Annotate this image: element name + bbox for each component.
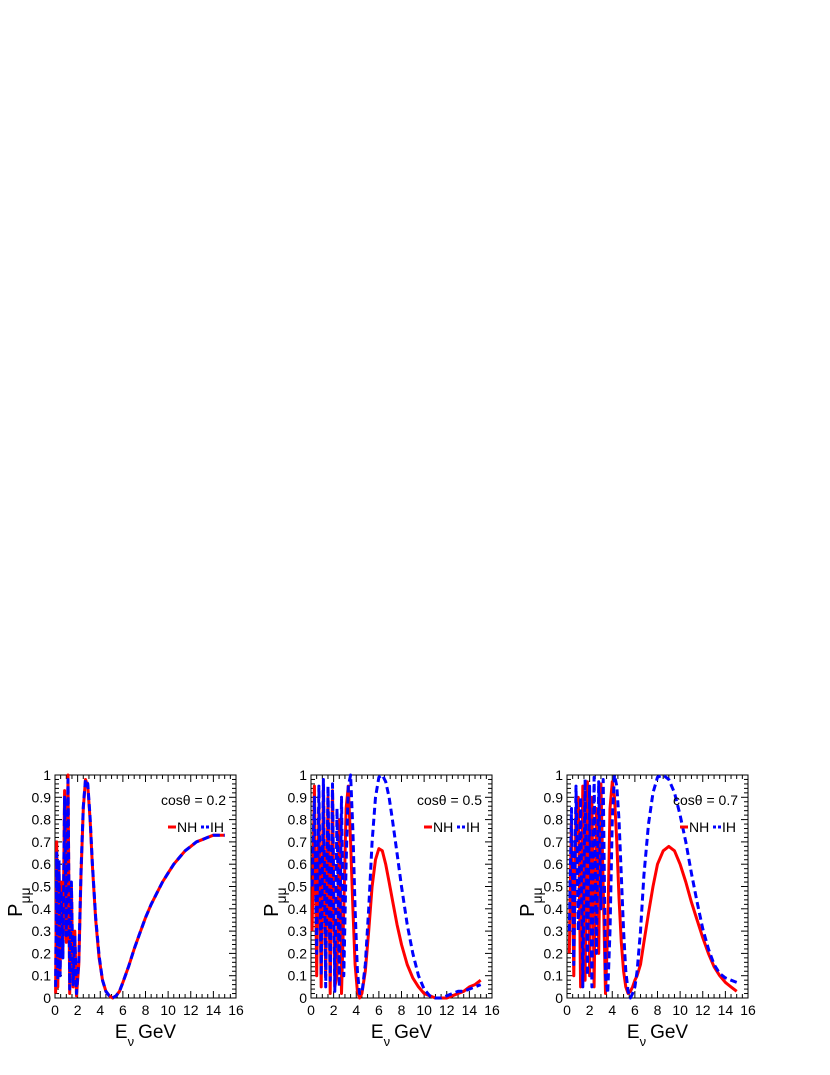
cos-theta-label: cosθ = 0.5 [417,792,482,808]
y-tick-label: 0.6 [32,856,52,872]
legend-label-ih: IH [466,819,480,835]
y-tick-label: 0.5 [288,879,308,895]
y-tick-label: 0 [555,990,563,1006]
legend-label-ih: IH [210,819,224,835]
y-tick-label: 0.2 [32,945,52,961]
x-tick-label: 2 [330,1002,338,1018]
y-tick-label: 0 [299,990,307,1006]
x-tick-label: 4 [608,1002,616,1018]
y-tick-label: 0 [43,990,51,1006]
x-tick-label: 10 [672,1002,688,1018]
x-tick-label: 10 [160,1002,176,1018]
y-tick-label: 0.6 [288,856,308,872]
x-axis-title: Eν GeV [371,1022,433,1049]
x-tick-label: 0 [563,1002,571,1018]
y-tick-label: 0.1 [288,968,308,984]
legend-label-nh: NH [433,819,453,835]
y-axis-title: Pμμ [261,887,289,916]
y-tick-label: 0.7 [544,834,564,850]
y-tick-label: 0.3 [544,923,564,939]
cos-theta-label: cosθ = 0.7 [673,792,738,808]
series-line-ih [310,773,482,1000]
y-tick-label: 0.2 [288,945,308,961]
legend-label-nh: NH [177,819,197,835]
x-tick-label: 10 [416,1002,432,1018]
cos-theta-label: cosθ = 0.2 [161,792,226,808]
x-tick-label: 12 [695,1002,711,1018]
x-tick-label: 4 [96,1002,104,1018]
y-axis-title: Pμμ [517,887,545,916]
y-tick-label: 1 [299,767,307,783]
y-tick-label: 0.2 [544,945,564,961]
y-tick-label: 0.4 [32,901,52,917]
x-tick-label: 4 [352,1002,360,1018]
x-tick-label: 16 [740,1002,756,1018]
y-tick-label: 0.7 [32,834,52,850]
x-tick-label: 2 [74,1002,82,1018]
x-tick-label: 12 [439,1002,455,1018]
y-tick-label: 0.8 [544,812,564,828]
x-axis-title: Eν GeV [115,1022,177,1049]
legend-label-ih: IH [722,819,736,835]
x-tick-label: 16 [228,1002,244,1018]
y-tick-label: 0.8 [288,812,308,828]
x-tick-label: 8 [142,1002,150,1018]
y-tick-label: 0.9 [288,789,308,805]
y-tick-label: 0.6 [544,856,564,872]
x-tick-label: 6 [631,1002,639,1018]
series-line-ih [54,778,225,1000]
x-tick-label: 8 [654,1002,662,1018]
x-tick-label: 16 [484,1002,500,1018]
y-tick-label: 0.8 [32,812,52,828]
x-tick-label: 0 [51,1002,59,1018]
y-tick-label: 0.1 [544,968,564,984]
series-line-nh [54,773,225,1000]
x-tick-label: 2 [586,1002,594,1018]
x-tick-label: 0 [307,1002,315,1018]
x-tick-label: 6 [119,1002,127,1018]
x-tick-label: 12 [183,1002,199,1018]
y-tick-label: 0.3 [288,923,308,939]
chart-panel-3: 0 2 4 6 8 10 12 14 1600.10.20.30.40.50.60.70.80.… [517,767,756,1049]
y-tick-label: 0.5 [32,879,52,895]
y-tick-label: 0.9 [544,789,564,805]
chart-panel-1: 0 2 4 6 8 10 12 14 1600.10.20.30.40.50.60.70.80.… [5,767,244,1049]
legend-label-nh: NH [689,819,709,835]
x-tick-label: 14 [462,1002,478,1018]
y-axis-title: Pμμ [5,887,33,916]
x-axis-title: Eν GeV [627,1022,689,1049]
chart-panel-2: 0 2 4 6 8 10 12 14 1600.10.20.30.40.50.60.70.80.… [261,767,500,1049]
y-tick-label: 0.3 [32,923,52,939]
y-tick-label: 1 [43,767,51,783]
y-tick-label: 0.4 [544,901,564,917]
y-tick-label: 1 [555,767,563,783]
x-tick-label: 14 [718,1002,734,1018]
x-tick-label: 8 [398,1002,406,1018]
y-tick-label: 0.5 [544,879,564,895]
y-tick-label: 0.9 [32,789,52,805]
x-tick-label: 14 [206,1002,222,1018]
y-tick-label: 0.1 [32,968,52,984]
x-tick-label: 6 [375,1002,383,1018]
series-line-nh [567,780,738,995]
y-tick-label: 0.7 [288,834,308,850]
y-tick-label: 0.4 [288,901,308,917]
